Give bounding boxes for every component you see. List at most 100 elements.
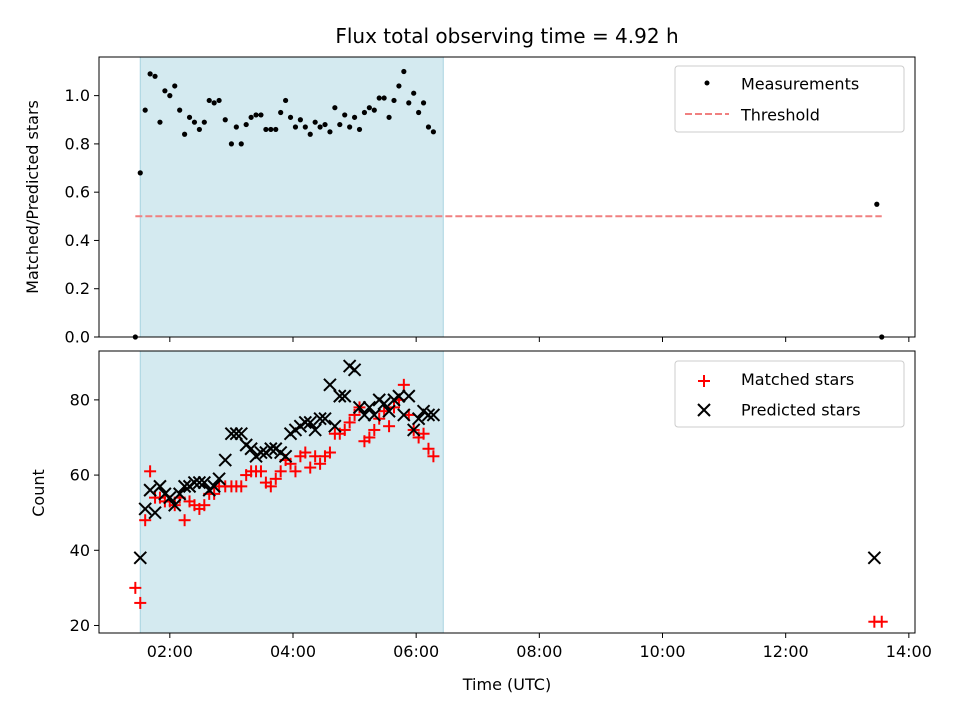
predicted-star-point — [133, 551, 147, 565]
bottom-y-axis-label: Count — [29, 469, 48, 517]
legend-measurements-label: Measurements — [741, 75, 859, 94]
predicted-star-point — [207, 479, 221, 494]
legend-predicted-label: Predicted stars — [741, 401, 861, 420]
x-tick-label: 12:00 — [763, 642, 809, 661]
x-axis-label: Time (UTC) — [462, 675, 551, 694]
matched-star-point — [875, 615, 888, 628]
measurement-point — [292, 124, 299, 130]
matched-star-point — [269, 472, 282, 485]
measurement-point — [317, 124, 323, 130]
predicted-star-point — [308, 423, 322, 437]
measurement-point — [425, 124, 432, 130]
matched-star-point — [254, 465, 267, 478]
x-tick-label: 14:00 — [886, 642, 932, 661]
bottom-shaded-span — [139, 350, 444, 634]
measurement-point — [347, 124, 353, 130]
measurement-point — [142, 107, 148, 113]
predicted-star-point — [224, 427, 239, 441]
top-axes-frame — [98, 56, 916, 338]
measurement-point — [366, 105, 372, 111]
predicted-star-point — [377, 396, 391, 411]
top-x-ticks — [169, 337, 910, 342]
measurement-point — [152, 73, 158, 79]
measurement-point — [206, 97, 212, 104]
measurement-point — [386, 114, 392, 120]
matched-star-point — [304, 461, 317, 474]
measurement-point — [283, 97, 289, 104]
matched-star-point — [235, 480, 248, 493]
bottom-y-tick-label: 80 — [70, 390, 90, 409]
matched-star-point — [368, 423, 381, 436]
bottom-y-ticks: 20 40 60 80 — [70, 390, 99, 635]
x-tick-label: 08:00 — [516, 642, 562, 661]
measurement-point — [430, 129, 437, 135]
matched-star-point — [289, 465, 302, 478]
bottom-axes-frame — [98, 350, 916, 634]
matched-star-point — [274, 465, 287, 478]
legend-predicted-marker — [697, 403, 711, 417]
top-y-tick-label: 0.4 — [65, 231, 90, 250]
top-plot-area — [132, 68, 885, 340]
measurement-point — [248, 114, 254, 120]
top-legend-box — [674, 65, 905, 133]
predicted-star-point — [328, 419, 342, 433]
predicted-star-point — [333, 389, 347, 403]
predicted-star-point — [382, 404, 396, 418]
measurement-point — [396, 83, 402, 89]
matched-star-point — [422, 442, 435, 455]
measurement-point — [342, 112, 348, 118]
predicted-star-point — [867, 551, 882, 565]
predicted-star-point — [197, 475, 212, 490]
legend-threshold-label: Threshold — [740, 106, 820, 125]
measurement-point — [297, 117, 303, 123]
legend-matched-label: Matched stars — [741, 370, 854, 389]
predicted-star-point — [172, 487, 187, 501]
x-tick-label: 10:00 — [639, 642, 685, 661]
measurement-point — [361, 109, 368, 116]
predicted-star-point — [406, 423, 421, 437]
measurement-point — [186, 114, 193, 120]
measurement-point — [287, 114, 294, 120]
predicted-star-point — [318, 411, 332, 426]
x-tick-label: 06:00 — [393, 642, 439, 661]
top-y-tick-label: 1.0 — [65, 86, 90, 105]
matched-star-point — [144, 465, 157, 478]
predicted-star-point — [323, 378, 337, 392]
matched-star-point — [314, 457, 327, 470]
matched-star-point — [134, 596, 147, 609]
measurement-point — [376, 95, 382, 101]
bottom-panel: 20 40 60 80 02:00 04:00 06:00 08:00 10:00 12:00 1… — [29, 350, 932, 694]
bottom-legend-box — [674, 360, 905, 428]
predicted-star-point — [362, 400, 377, 415]
top-y-ticks: 0.0 0.2 0.4 0.6 0.8 1.0 — [65, 86, 99, 347]
predicted-star-point — [397, 408, 411, 422]
predicted-star-point — [367, 408, 381, 422]
measurement-point — [222, 117, 228, 123]
chart-title: Flux total observing time = 4.92 h — [335, 24, 678, 48]
predicted-star-point — [234, 427, 248, 441]
matched-star-point — [427, 450, 440, 463]
legend-matched-marker — [698, 375, 710, 387]
top-y-tick-label: 0.2 — [65, 279, 90, 298]
measurement-point — [177, 107, 183, 113]
measurement-point — [874, 201, 880, 207]
measurement-point — [233, 124, 239, 130]
measurement-point — [371, 107, 377, 113]
predicted-star-point — [138, 502, 152, 516]
predicted-star-point — [357, 408, 372, 422]
predicted-star-point — [264, 442, 278, 456]
predicted-star-point — [411, 411, 426, 426]
measurement-point — [332, 105, 338, 111]
matched-star-point — [417, 427, 430, 440]
predicted-star-point — [212, 472, 226, 486]
measurement-point — [401, 68, 407, 75]
matched-star-point — [198, 499, 211, 512]
predicted-star-point — [298, 415, 313, 430]
predicted-star-point — [168, 498, 182, 512]
measurement-point — [420, 100, 427, 106]
legend-measurements-marker — [704, 80, 710, 86]
measurement-point — [391, 97, 397, 104]
measurement-point — [157, 119, 163, 125]
matched-star-point — [383, 420, 396, 433]
top-y-tick-label: 0.6 — [65, 183, 90, 202]
